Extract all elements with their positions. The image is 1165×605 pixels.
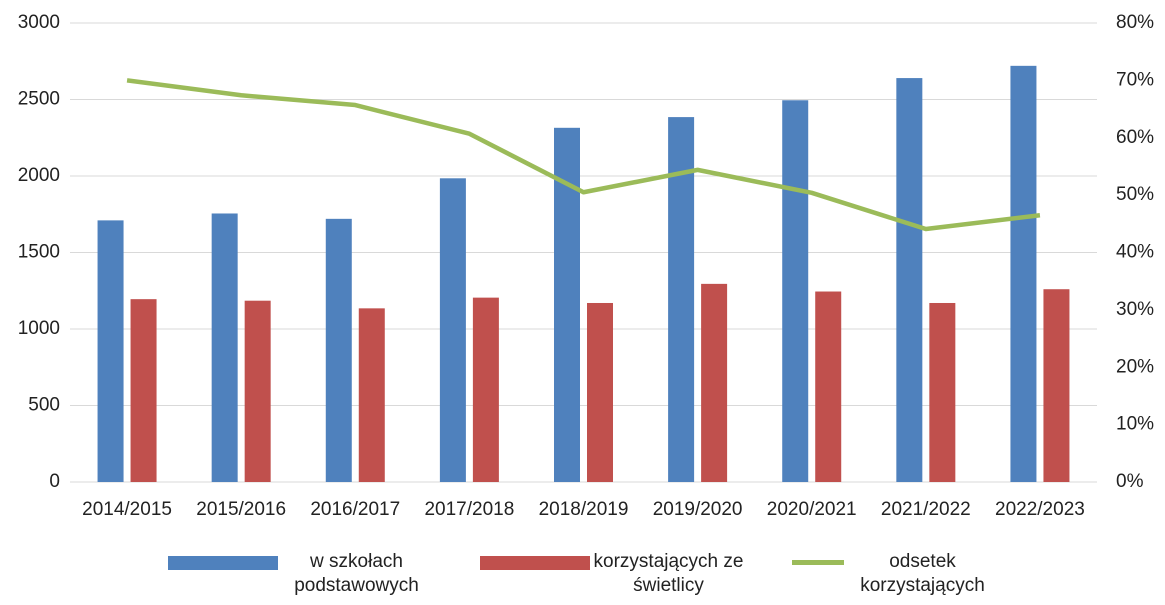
bar bbox=[896, 78, 922, 482]
y2-tick-label: 0% bbox=[1116, 471, 1144, 492]
x-tick-label: 2020/2021 bbox=[767, 499, 857, 520]
y-tick-label: 1500 bbox=[18, 242, 60, 263]
legend-label: korzystających ze świetlicy bbox=[594, 550, 744, 598]
bar bbox=[98, 220, 124, 482]
y2-tick-label: 30% bbox=[1116, 299, 1154, 320]
y2-tick-label: 70% bbox=[1116, 69, 1154, 90]
y-tick-label: 0 bbox=[49, 471, 60, 492]
chart: 0 500 1000 1500 2000 2500 3000 0% 10% 20% 30% 40% 50… bbox=[0, 0, 1165, 545]
bar bbox=[326, 219, 352, 482]
bar bbox=[587, 303, 613, 482]
x-tick-label: 2022/2023 bbox=[995, 499, 1085, 520]
y2-tick-label: 10% bbox=[1116, 414, 1154, 435]
legend-swatch bbox=[168, 556, 278, 570]
x-tick-label: 2016/2017 bbox=[310, 499, 400, 520]
bar bbox=[245, 301, 271, 482]
legend-item: w szkołach podstawowych bbox=[168, 550, 432, 598]
bar bbox=[1010, 66, 1036, 482]
bar bbox=[929, 303, 955, 482]
legend-item: korzystających ze świetlicy bbox=[480, 550, 744, 598]
x-tick-label: 2019/2020 bbox=[653, 499, 743, 520]
y2-tick-label: 80% bbox=[1116, 12, 1154, 33]
page: 0 500 1000 1500 2000 2500 3000 0% 10% 20% 30% 40% 50… bbox=[0, 0, 1165, 605]
x-tick-label: 2015/2016 bbox=[196, 499, 286, 520]
y2-tick-label: 50% bbox=[1116, 184, 1154, 205]
x-tick-label: 2018/2019 bbox=[539, 499, 629, 520]
y-tick-label: 1000 bbox=[18, 318, 60, 339]
legend-label: w szkołach podstawowych bbox=[282, 550, 432, 598]
bar bbox=[131, 299, 157, 482]
legend-swatch bbox=[480, 556, 590, 570]
y-tick-label: 2000 bbox=[18, 165, 60, 186]
bar bbox=[701, 284, 727, 482]
x-tick-label: 2014/2015 bbox=[82, 499, 172, 520]
y-tick-label: 2500 bbox=[18, 89, 60, 110]
x-tick-label: 2021/2022 bbox=[881, 499, 971, 520]
y-tick-label: 500 bbox=[28, 395, 60, 416]
bar bbox=[1043, 289, 1069, 482]
bar bbox=[782, 100, 808, 482]
x-tick-label: 2017/2018 bbox=[424, 499, 514, 520]
y2-tick-label: 20% bbox=[1116, 356, 1154, 377]
y2-tick-label: 60% bbox=[1116, 127, 1154, 148]
legend-label: odsetek korzystających bbox=[848, 550, 998, 598]
bar bbox=[473, 298, 499, 482]
legend-swatch bbox=[792, 560, 844, 565]
bar bbox=[212, 213, 238, 482]
bar bbox=[815, 292, 841, 482]
legend: w szkołach podstawowych korzystających ze… bbox=[0, 550, 1165, 598]
y-tick-label: 3000 bbox=[18, 12, 60, 33]
legend-item: odsetek korzystających bbox=[792, 550, 998, 598]
bar bbox=[359, 308, 385, 482]
y2-tick-label: 40% bbox=[1116, 242, 1154, 263]
bar bbox=[440, 178, 466, 482]
